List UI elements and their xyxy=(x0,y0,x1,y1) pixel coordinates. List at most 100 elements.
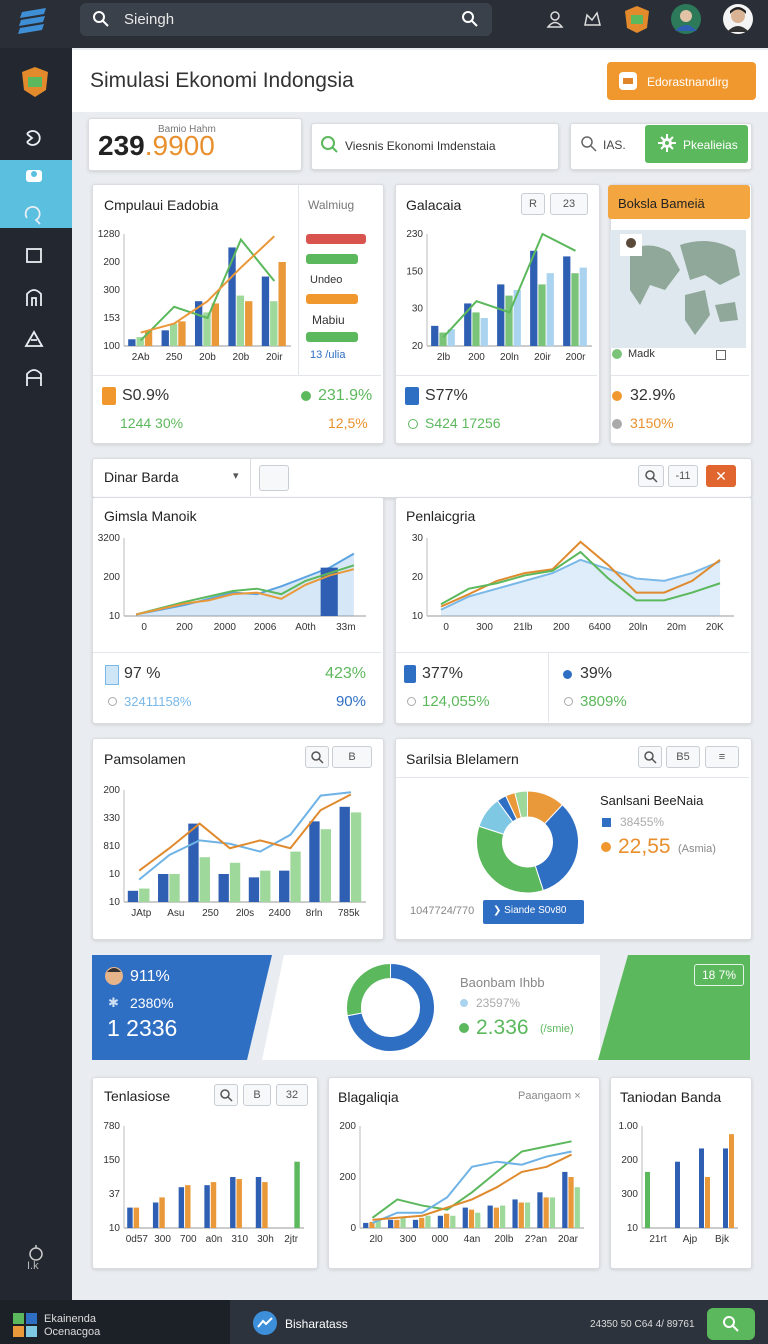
avatar[interactable] xyxy=(722,3,754,35)
summary-value-main: 239 xyxy=(98,130,145,161)
panel-title: Pamsolamen xyxy=(104,751,186,767)
x-tick-label: 300 xyxy=(400,1234,417,1245)
sidebar xyxy=(0,48,72,1300)
x-tick-label: 2Ab xyxy=(132,352,150,363)
footer-icon[interactable] xyxy=(252,1310,278,1336)
search-card[interactable] xyxy=(311,123,559,170)
toolbar-button[interactable]: -11 xyxy=(668,465,698,487)
stat-dot xyxy=(612,419,622,429)
panel-button[interactable]: 23 xyxy=(550,193,588,215)
bar xyxy=(462,1207,468,1228)
x-tick-label: 20b xyxy=(233,352,250,363)
line xyxy=(372,1153,572,1221)
bar xyxy=(549,1197,555,1228)
panel-button[interactable]: B5 xyxy=(666,746,700,768)
stat-dot xyxy=(301,391,311,401)
x-tick-label: 250 xyxy=(166,352,183,363)
panel-menu[interactable]: ≡ xyxy=(705,746,739,768)
bar xyxy=(290,851,301,902)
map-control[interactable] xyxy=(716,350,726,360)
summary-value-decimal: .9900 xyxy=(144,130,215,161)
stat: 1244 30% xyxy=(120,415,184,431)
donut-chart xyxy=(346,962,435,1052)
bar xyxy=(169,323,178,346)
line xyxy=(138,793,352,872)
close-button[interactable]: ✕ xyxy=(706,465,736,487)
filter-text: IAS. xyxy=(603,138,626,152)
bar xyxy=(236,295,245,346)
stat-icon xyxy=(102,387,116,405)
panel-button[interactable]: B xyxy=(332,746,372,768)
sidebar-icons[interactable] xyxy=(22,126,48,396)
bar xyxy=(699,1148,704,1228)
y-tick-label: 200 xyxy=(339,1121,356,1132)
card-title: Baonbam Ihbb xyxy=(460,975,545,990)
footer-info: 24350 50 C64 4/ 89761 xyxy=(590,1319,695,1330)
bar xyxy=(645,1171,650,1228)
panel-button[interactable]: 32 xyxy=(276,1084,308,1106)
bar xyxy=(543,1197,549,1228)
bar xyxy=(419,1217,425,1228)
dropdown[interactable] xyxy=(92,458,251,496)
bar xyxy=(128,339,136,346)
legend-dot xyxy=(460,999,468,1007)
x-tick-label: a0n xyxy=(206,1234,223,1245)
y-tick-label: 330 xyxy=(103,813,120,824)
search-icon xyxy=(311,751,324,764)
divider xyxy=(298,185,299,375)
summary-label: Bamio Hahm xyxy=(158,124,216,135)
bar xyxy=(574,1187,580,1228)
big-unit: (Asmia) xyxy=(678,843,716,855)
panel-title: Penlaicgria xyxy=(406,508,476,524)
panel-link[interactable]: Paangaom × xyxy=(518,1090,581,1102)
legend-dot xyxy=(459,1023,469,1033)
panel-title: Galacaia xyxy=(406,197,462,213)
bar xyxy=(512,1199,518,1228)
x-tick-label: 300 xyxy=(476,622,493,633)
bar xyxy=(136,337,144,346)
map-dot xyxy=(612,349,622,359)
x-tick-label: JAtp xyxy=(131,908,151,919)
donut-chart xyxy=(476,790,579,894)
bar xyxy=(161,330,169,346)
crown-icon[interactable] xyxy=(582,9,604,29)
bar xyxy=(505,295,513,346)
x-tick-label: 20ln xyxy=(629,622,648,633)
avatar[interactable] xyxy=(670,3,702,35)
chart: 1.00 200 300 10 21rt Ajp Bjk xyxy=(619,1121,738,1245)
search-icon[interactable] xyxy=(461,10,479,28)
bar xyxy=(400,1217,406,1228)
chart: 1280 200 300 153 100 2Ab 250 20b 20b 20ir xyxy=(98,229,291,363)
big-value: 22,55 xyxy=(618,835,671,858)
bar xyxy=(279,870,290,902)
toolbar-button[interactable] xyxy=(259,465,289,491)
y-tick-label: 100 xyxy=(103,341,120,352)
sidebar-footer-icon[interactable] xyxy=(26,1244,46,1264)
bar xyxy=(472,312,480,346)
footer-button[interactable] xyxy=(707,1308,755,1340)
stat: 423% xyxy=(325,665,366,682)
y-tick-label: 300 xyxy=(621,1189,638,1200)
bar xyxy=(169,874,180,902)
stat-dot xyxy=(408,419,418,429)
dropdown-arrow: ▾ xyxy=(233,470,239,482)
panel-action[interactable] xyxy=(483,900,584,924)
bar xyxy=(563,256,571,346)
bar xyxy=(412,1219,419,1228)
search-bar[interactable] xyxy=(80,3,492,36)
panel-button[interactable]: R xyxy=(521,193,545,215)
stat-dot xyxy=(108,697,117,706)
panel-button[interactable]: B xyxy=(243,1084,271,1106)
bar xyxy=(270,301,278,346)
legend-title: Sanlsani BeeNaia xyxy=(600,793,704,808)
x-tick-label: 21rt xyxy=(649,1234,666,1245)
card-value: 2380% xyxy=(130,995,174,1011)
x-tick-label: 200 xyxy=(553,622,570,633)
legend-pill xyxy=(306,332,358,342)
search-icon xyxy=(93,11,109,27)
user-icon[interactable] xyxy=(545,9,565,29)
badge-icon[interactable] xyxy=(622,4,652,34)
button-icon xyxy=(619,72,637,90)
x-tick-label: 0 xyxy=(141,622,147,633)
